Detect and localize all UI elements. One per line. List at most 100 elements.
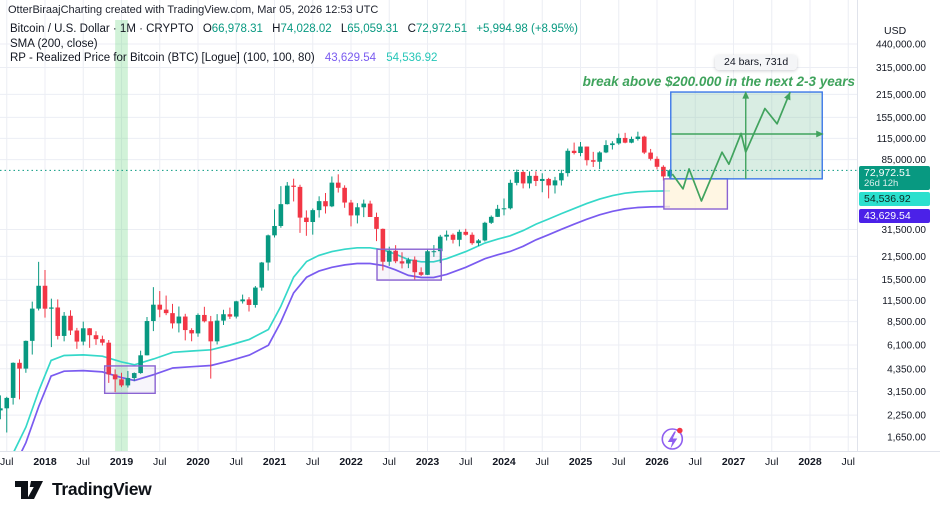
accumulation-box-2019[interactable] xyxy=(103,365,156,394)
candle-body xyxy=(437,236,443,252)
candle-body xyxy=(380,228,386,262)
candle-body xyxy=(208,321,214,342)
candle-body xyxy=(304,217,309,223)
time-tick-label: 2025 xyxy=(569,456,593,468)
notification-dot xyxy=(677,427,683,434)
candle-body xyxy=(648,152,653,159)
price-tick-label: 215,000.00 xyxy=(876,90,926,101)
chart-legend: Bitcoin / U.S. Dollar · 1M · CRYPTO O66,… xyxy=(10,22,578,66)
accumulation-box-2026[interactable] xyxy=(663,178,729,210)
candle-body xyxy=(49,307,54,309)
candle-body xyxy=(157,304,163,310)
candle-body xyxy=(469,234,475,244)
projection-drawing[interactable] xyxy=(671,91,824,202)
price-tick-label: 85,000.00 xyxy=(882,155,927,166)
candle-body xyxy=(284,185,290,205)
price-tick-label: 2,250.00 xyxy=(887,411,926,422)
price-tick-label: 440,000.00 xyxy=(876,40,926,51)
candle-body xyxy=(202,314,207,322)
rp-lower-line xyxy=(20,205,671,451)
time-tick-label: Jul xyxy=(459,456,472,468)
candle-body xyxy=(348,202,354,216)
price-axis[interactable]: 440,000.00 315,000.00 215,000.00 155,000.00… xyxy=(876,40,926,444)
candle-body xyxy=(36,285,41,309)
candles-series[interactable] xyxy=(0,131,673,433)
time-tick-label: 2023 xyxy=(416,456,440,468)
candle-body xyxy=(335,182,341,188)
candle-body xyxy=(42,285,48,309)
candle-body xyxy=(125,378,131,386)
candle-body xyxy=(603,145,609,153)
candle-body xyxy=(508,182,513,209)
high-value: 74,028.02 xyxy=(280,23,332,35)
candle-body xyxy=(355,207,360,216)
price-chart[interactable]: 440,000.00 315,000.00 215,000.00 155,000.00… xyxy=(0,0,940,471)
accumulation-box-2022[interactable] xyxy=(376,248,442,281)
candle-body xyxy=(189,330,194,334)
candle-body xyxy=(55,307,61,336)
symbol-legend-row[interactable]: Bitcoin / U.S. Dollar · 1M · CRYPTO O66,… xyxy=(10,22,578,37)
time-tick-label: 2020 xyxy=(186,456,210,468)
candle-body xyxy=(578,146,583,154)
candle-body xyxy=(584,146,590,161)
price-tick-label: 4,350.00 xyxy=(887,364,926,375)
candle-body xyxy=(310,210,316,223)
candle-body xyxy=(412,259,418,273)
time-tick-label: Jul xyxy=(230,456,243,468)
time-tick-label: 2019 xyxy=(110,456,134,468)
realized-price-lines[interactable] xyxy=(1,190,671,471)
candle-body xyxy=(552,180,558,186)
candle-body xyxy=(667,170,673,177)
close-label: C xyxy=(407,23,416,35)
candle-body xyxy=(272,225,277,236)
candle-body xyxy=(463,231,469,235)
candle-body xyxy=(10,362,16,398)
highlight-band[interactable] xyxy=(115,20,128,451)
candle-body xyxy=(546,178,551,186)
candle-body xyxy=(74,330,80,342)
candle-body xyxy=(367,203,373,217)
candle-body xyxy=(616,137,622,144)
time-axis[interactable]: Jul 2018 Jul 2019 Jul 2020 Jul 2021 Jul 2022 Jul 20… xyxy=(0,456,855,468)
event-lightning-icon[interactable] xyxy=(661,427,684,450)
candle-body xyxy=(342,187,347,203)
candle-body xyxy=(240,299,245,302)
candle-body xyxy=(119,379,124,386)
candle-body xyxy=(233,301,239,317)
rp-upper-value: 54,536.92 xyxy=(386,52,438,64)
price-tick-label: 1,650.00 xyxy=(887,432,926,443)
candle-body xyxy=(661,166,666,177)
rp-lower-value: 43,629.54 xyxy=(324,52,377,64)
candle-body xyxy=(221,314,226,321)
arrowhead-icon xyxy=(816,130,824,138)
candle-body xyxy=(495,208,500,217)
tradingview-logo[interactable]: TradingView xyxy=(14,479,152,500)
realized-price-legend-row[interactable]: RP - Realized Price for Bitcoin (BTC) [L… xyxy=(10,51,578,66)
candle-body xyxy=(23,340,29,369)
price-axis-currency-label: USD xyxy=(884,25,907,37)
symbol-title: Bitcoin / U.S. Dollar · 1M · CRYPTO xyxy=(10,23,194,35)
candle-body xyxy=(393,250,398,262)
candle-body xyxy=(514,172,520,183)
low-label: L xyxy=(340,23,348,35)
candle-body xyxy=(520,172,526,184)
candle-body xyxy=(227,314,233,317)
candle-body xyxy=(527,175,532,184)
candle-body xyxy=(17,362,22,369)
candle-body xyxy=(329,182,335,207)
candle-body xyxy=(138,355,143,374)
chart-attribution: OtterBiraajCharting created with Trading… xyxy=(8,4,379,16)
time-tick-label: Jul xyxy=(536,456,549,468)
price-tick-label: 11,500.00 xyxy=(882,296,926,307)
candle-body xyxy=(87,328,92,336)
candle-body xyxy=(61,315,67,336)
candle-body xyxy=(559,173,564,181)
projection-box[interactable] xyxy=(670,91,823,180)
sma-legend-row[interactable]: SMA (200, close) xyxy=(10,37,578,52)
time-tick-label: 2022 xyxy=(339,456,363,468)
candle-body xyxy=(565,150,571,174)
candle-body xyxy=(590,160,596,162)
candle-body xyxy=(457,231,462,240)
candle-body xyxy=(112,374,118,380)
